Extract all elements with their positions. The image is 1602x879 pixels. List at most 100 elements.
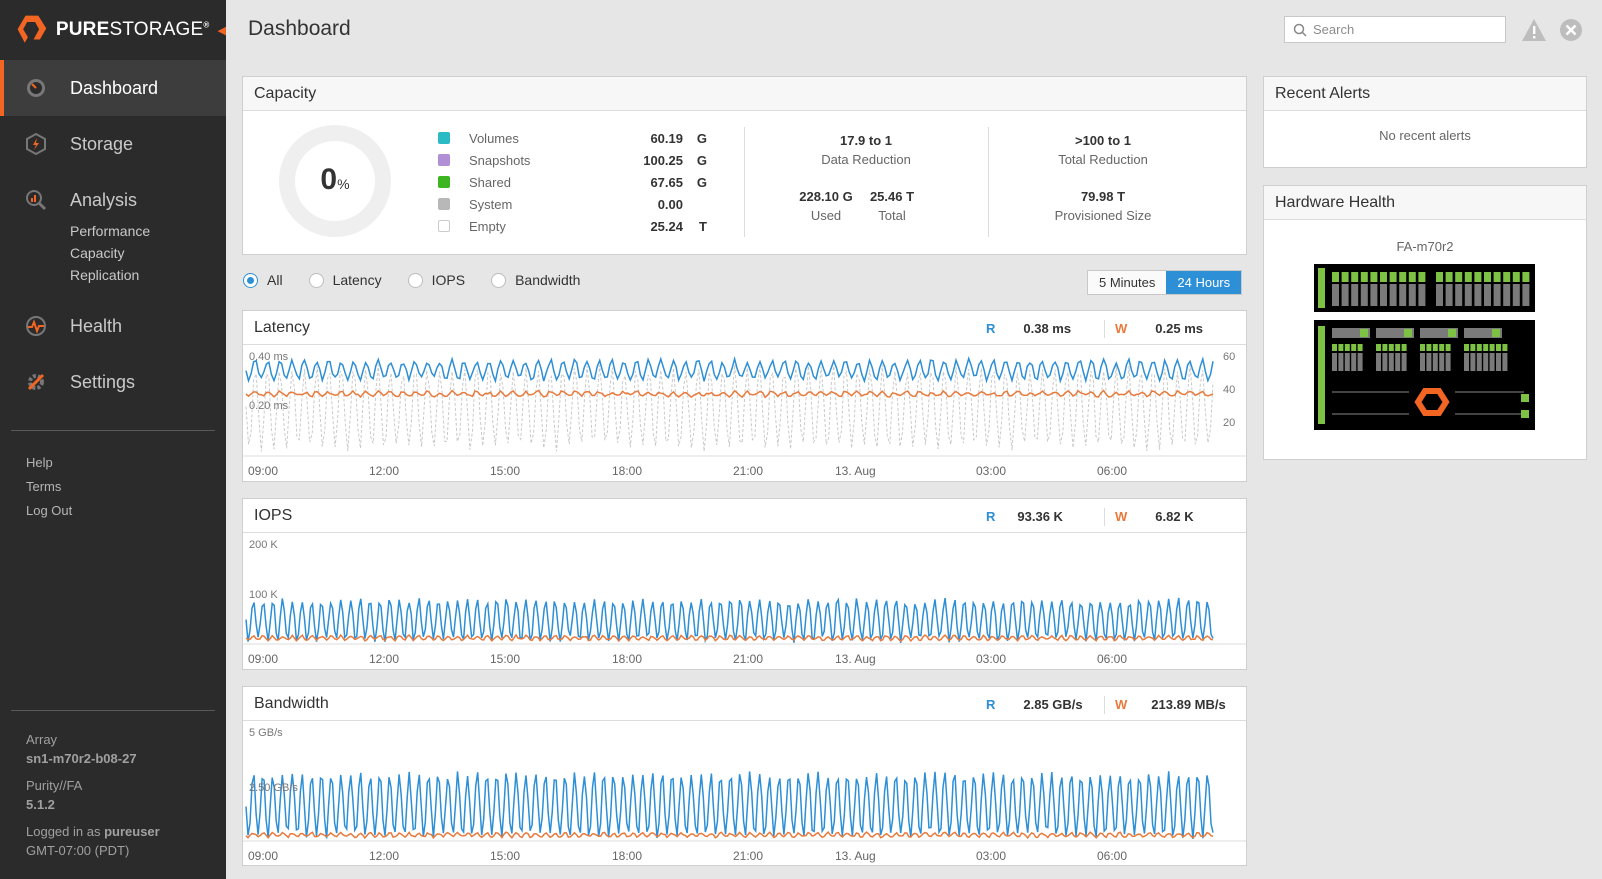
legend-empty: Empty 25.24 T — [438, 215, 707, 237]
help-link[interactable]: Help — [26, 455, 53, 470]
bandwidth-header: Bandwidth R 2.85 GB/s W 213.89 MB/s — [243, 687, 1246, 721]
x-tick-label: 18:00 — [612, 464, 642, 478]
shelf-drive-bays — [1332, 272, 1530, 306]
total-stat: 25.46 T Total — [869, 189, 915, 223]
filter-bandwidth-radio[interactable]: Bandwidth — [491, 272, 580, 288]
nav-settings[interactable]: Settings — [0, 354, 226, 410]
time-range-toggle: 5 Minutes 24 Hours — [1087, 270, 1243, 295]
x-tick-label: 21:00 — [733, 464, 763, 478]
nav-storage[interactable]: Storage — [0, 116, 226, 172]
x-tick-label: 15:00 — [490, 849, 520, 863]
sidebar-divider-bottom — [11, 710, 215, 711]
system-swatch — [438, 198, 450, 210]
range-5-minutes-button[interactable]: 5 Minutes — [1088, 271, 1167, 294]
x-tick-label: 13. Aug — [835, 464, 876, 478]
array-model-name: FA-m70r2 — [1396, 239, 1454, 254]
latency-rw-divider — [1104, 320, 1105, 338]
capacity-legend: Volumes 60.19 G Snapshots 100.25 G Share… — [438, 127, 707, 237]
latency-write-series — [245, 389, 1214, 399]
nav-analysis-label: Analysis — [70, 189, 138, 210]
iops-y-label-top: 200 K — [249, 539, 278, 551]
nav-dashboard[interactable]: Dashboard — [0, 60, 226, 116]
legend-volumes: Volumes 60.19 G — [438, 127, 707, 149]
pure-storage-logo-icon — [17, 15, 47, 43]
collapse-sidebar-icon[interactable]: ◀ — [217, 24, 226, 37]
brand-name: PURESTORAGE® — [55, 19, 210, 40]
nav-health[interactable]: Health — [0, 298, 226, 354]
bandwidth-panel: Bandwidth R 2.85 GB/s W 213.89 MB/s 5 GB/s… — [242, 686, 1247, 866]
array-hardware-diagram[interactable] — [1314, 264, 1535, 430]
x-tick-label: 03:00 — [976, 849, 1006, 863]
bandwidth-read-series — [245, 771, 1214, 839]
bandwidth-read: R 2.85 GB/s — [986, 697, 1083, 712]
subnav-capacity[interactable]: Capacity — [70, 245, 125, 261]
capacity-title: Capacity — [243, 77, 1246, 111]
nav-settings-label: Settings — [70, 371, 136, 392]
bandwidth-write: W 213.89 MB/s — [1115, 697, 1226, 712]
latency-title: Latency — [254, 319, 311, 336]
bandwidth-read-value: 2.85 GB/s — [1023, 697, 1083, 712]
bandwidth-title: Bandwidth — [254, 695, 329, 712]
legend-shared: Shared 67.65 G — [438, 171, 707, 193]
capacity-divider-2 — [988, 127, 989, 237]
latency-y2-label-60: 60 — [1223, 351, 1235, 363]
iops-panel: IOPS R 93.36 K W 6.82 K 200 K 100 K 09:00 1… — [242, 498, 1247, 670]
subnav-replication[interactable]: Replication — [70, 267, 140, 283]
x-tick-label: 21:00 — [733, 652, 763, 666]
filter-all-radio[interactable]: All — [243, 272, 283, 288]
data-reduction-stat: 17.9 to 1 Data Reduction — [821, 133, 911, 167]
x-tick-label: 09:00 — [248, 849, 278, 863]
iops-read-series — [245, 597, 1214, 644]
total-reduction-stat: >100 to 1 Total Reduction — [1058, 133, 1148, 167]
filter-iops-radio[interactable]: IOPS — [407, 272, 465, 288]
snapshots-swatch — [438, 154, 450, 166]
logout-link[interactable]: Log Out — [26, 503, 73, 518]
subnav-performance[interactable]: Performance — [70, 223, 151, 239]
bandwidth-y-label-mid: 2.50 GB/s — [249, 782, 298, 794]
search-box[interactable] — [1284, 16, 1506, 43]
latency-y2-label-20: 20 — [1223, 417, 1235, 429]
x-tick-label: 06:00 — [1097, 652, 1127, 666]
purity-label: Purity//FA — [26, 778, 83, 793]
latency-read: R 0.38 ms — [986, 321, 1072, 336]
capacity-panel: Capacity 0% Volumes 60.19 G Snapshots 10… — [242, 76, 1247, 255]
x-tick-label: 06:00 — [1097, 849, 1127, 863]
iops-read-value: 93.36 K — [1017, 509, 1063, 524]
x-tick-label: 06:00 — [1097, 464, 1127, 478]
x-tick-label: 13. Aug — [835, 652, 876, 666]
iops-chart[interactable]: 200 K 100 K 09:00 12:00 15:00 18:00 21:00 13.… — [243, 534, 1246, 670]
x-tick-label: 09:00 — [248, 464, 278, 478]
filter-latency-radio[interactable]: Latency — [308, 272, 382, 288]
terms-link[interactable]: Terms — [26, 479, 62, 494]
nav-analysis[interactable]: Analysis — [0, 172, 226, 228]
used-stat: 228.10 G Used — [799, 189, 853, 223]
nav-health-label: Health — [70, 315, 123, 336]
iops-read: R 93.36 K — [986, 509, 1063, 524]
search-input[interactable] — [1313, 22, 1493, 37]
nav-dashboard-label: Dashboard — [70, 77, 159, 98]
x-tick-label: 18:00 — [612, 652, 642, 666]
range-24-hours-button[interactable]: 24 Hours — [1166, 271, 1242, 294]
latency-y2-label-40: 40 — [1223, 384, 1235, 396]
alert-warning-icon[interactable] — [1521, 17, 1547, 43]
bandwidth-rw-divider — [1104, 696, 1105, 714]
capacity-percent: 0% — [320, 163, 350, 196]
storage-icon — [24, 132, 48, 156]
sidebar-links: Help Terms Log Out — [0, 431, 226, 523]
capacity-donut — [279, 125, 391, 237]
settings-wrench-icon — [24, 370, 48, 394]
pure-storage-controller-logo-icon — [1332, 388, 1529, 418]
bandwidth-chart[interactable]: 5 GB/s 2.50 GB/s 09:00 12:00 15:00 18:00 21:… — [243, 722, 1246, 866]
brand: PURESTORAGE® ◀ — [0, 0, 226, 60]
close-icon[interactable] — [1558, 17, 1584, 43]
x-tick-label: 09:00 — [248, 652, 278, 666]
iops-write-value: 6.82 K — [1155, 509, 1194, 524]
latency-queue-series — [245, 364, 1214, 452]
iops-write: W 6.82 K — [1115, 509, 1194, 524]
x-tick-label: 21:00 — [733, 849, 763, 863]
latency-chart[interactable]: 0.40 ms 0.20 ms 60 40 20 09:00 12:00 15:00… — [243, 346, 1246, 482]
volumes-swatch — [438, 132, 450, 144]
legend-snapshots: Snapshots 100.25 G — [438, 149, 707, 171]
recent-alerts-title: Recent Alerts — [1264, 77, 1586, 111]
latency-write: W 0.25 ms — [1115, 321, 1203, 336]
